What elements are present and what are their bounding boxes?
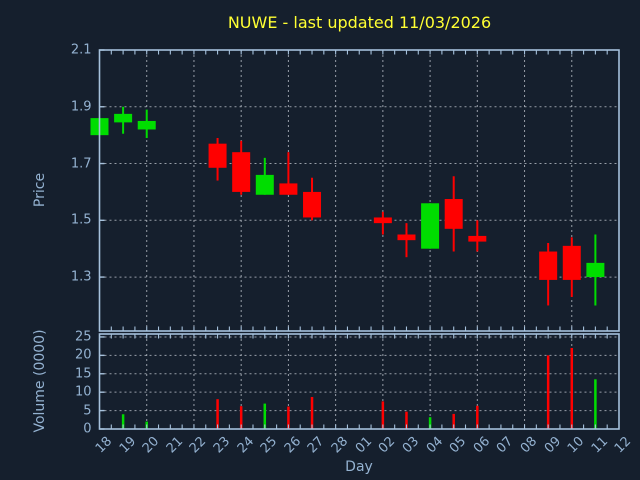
volume-bar-day-24 [239, 406, 243, 429]
candle-body-day-27 [303, 191, 322, 218]
volume-tick-label: 25 [74, 329, 92, 345]
candle-body-day-23 [208, 143, 227, 168]
volume-bar-day-27 [310, 396, 314, 429]
price-tick-label: 2.1 [70, 42, 92, 58]
volume-bar-day-05 [452, 413, 455, 429]
volume-bar-day-04 [428, 417, 432, 429]
price-axis-label: Price [32, 172, 48, 208]
volume-tick-label: 10 [74, 384, 92, 400]
price-tick-label: 1.9 [70, 99, 92, 115]
day-axis-label: Day [345, 459, 373, 475]
volume-tick-label: 15 [74, 366, 92, 382]
price-plot-border [98, 49, 620, 332]
volume-bar-day-09 [546, 355, 550, 429]
candle-body-day-26 [279, 183, 298, 195]
volume-bar-day-26 [287, 406, 290, 429]
candle-body-day-09 [539, 251, 558, 280]
volume-bar-day-11 [594, 379, 597, 429]
candle-body-day-19 [114, 113, 133, 123]
candle-body-day-05 [444, 199, 463, 229]
price-tick-label: 1.3 [70, 269, 92, 285]
candle-body-day-06 [468, 235, 487, 242]
volume-tick-label: 0 [83, 421, 92, 437]
candle-body-day-20 [137, 120, 156, 130]
volume-tick-label: 5 [83, 403, 92, 419]
candle-body-day-10 [562, 245, 581, 280]
chart-title: NUWE - last updated 11/03/2026 [227, 13, 492, 32]
volume-bar-day-03 [405, 411, 408, 429]
volume-tick-label: 20 [74, 347, 92, 363]
candle-body-day-24 [232, 152, 251, 192]
volume-plot-border [98, 333, 620, 430]
volume-bar-day-06 [476, 405, 479, 429]
volume-bar-day-23 [216, 399, 219, 429]
price-tick-label: 1.7 [70, 156, 92, 172]
volume-bar-day-10 [570, 347, 574, 429]
volume-bar-day-25 [263, 403, 267, 429]
volume-bar-day-19 [121, 414, 125, 429]
candle-body-day-25 [255, 174, 274, 195]
volume-bar-day-02 [381, 401, 385, 429]
candle-body-day-03 [397, 234, 416, 241]
candle-body-day-11 [586, 262, 605, 278]
price-tick-label: 1.5 [70, 212, 92, 228]
candle-body-day-04 [421, 203, 440, 249]
candle-body-day-02 [373, 217, 392, 224]
